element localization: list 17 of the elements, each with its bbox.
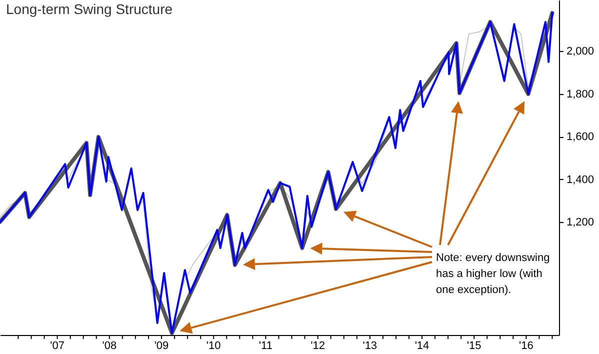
x-tick-label: '09 [154,340,169,352]
x-tick-label: '10 [206,340,221,352]
x-tick-label: '16 [519,340,534,352]
x-tick-label: '07 [50,340,64,352]
y-tick-label: 1,200 [566,216,594,228]
x-tick-label: '15 [466,340,482,352]
y-tick-label: 1,400 [566,174,594,186]
y-tick-label: 1,800 [566,88,594,100]
y-tick-label: 1,600 [566,131,594,144]
x-tick-label: '14 [414,340,430,352]
x-tick-label: '11 [258,340,272,352]
x-tick-label: '12 [310,340,325,352]
annotation: Note: every downswing has a higher low (with one exception). [436,252,550,296]
x-tick-label: '13 [362,340,378,352]
chart-title: Long-term Swing Structure [6,1,173,17]
y-tick-label: 2,000 [566,46,594,58]
x-tick-label: '08 [102,340,117,352]
